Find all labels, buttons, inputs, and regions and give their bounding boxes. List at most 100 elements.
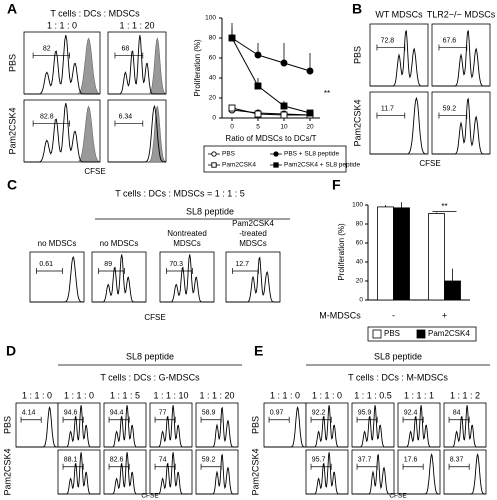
row-label: Pam2CSK4 xyxy=(250,448,260,495)
histogram-frame xyxy=(305,449,349,495)
histogram xyxy=(104,405,146,448)
histogram xyxy=(24,103,100,163)
column-label: 1 : 1 : 0.5 xyxy=(354,390,392,400)
gate-value: 89 xyxy=(104,261,112,268)
series-line xyxy=(231,107,310,116)
panel-header: T cells : DCs : G-MDSCs xyxy=(100,372,200,382)
x-tick-label: + xyxy=(442,310,447,320)
gate-value: 17.6 xyxy=(404,457,418,464)
gate-value: 74 xyxy=(159,457,167,464)
gate-value: 95.7 xyxy=(312,457,326,464)
y-tick-label: 0 xyxy=(212,115,216,122)
group-label: SL8 peptide xyxy=(374,351,422,361)
gate-value: 92.4 xyxy=(404,410,418,417)
gate-value: 77 xyxy=(159,410,167,417)
panel-letter: F xyxy=(332,177,341,193)
group-label: SL8 peptide xyxy=(126,351,174,361)
row-label: PBS xyxy=(352,46,362,64)
panel-header: T cells : DCs : MDSCs xyxy=(50,8,140,18)
series-line xyxy=(231,37,311,72)
x-axis-label: Ratio of MDSCs to DCs/T xyxy=(225,134,316,143)
point xyxy=(211,151,217,157)
row-label: Proliferation (%) xyxy=(337,223,346,281)
y-tick-label: 0 xyxy=(359,297,363,304)
histogram xyxy=(398,452,440,495)
legend-label: Pam2CSK4 xyxy=(222,162,256,169)
column-label: 1 : 1 : 20 xyxy=(119,20,154,30)
point xyxy=(211,162,217,168)
panel-letter: B xyxy=(352,1,362,17)
gate-value: 11.7 xyxy=(381,105,394,112)
axis-label: CFSE xyxy=(141,493,159,500)
histogram xyxy=(58,452,100,495)
point xyxy=(273,151,279,157)
gate-value: 8.37 xyxy=(450,457,464,464)
column-label: 1 : 1 : 2 xyxy=(450,390,480,400)
histogram xyxy=(108,35,166,95)
column-label: 1 : 1 : 1 xyxy=(404,390,434,400)
histogram xyxy=(352,405,394,448)
legend-label: Pam2CSK4 + SL8 peptide xyxy=(284,162,360,169)
histogram-frame xyxy=(443,449,487,495)
gate-value: 82 xyxy=(43,45,51,52)
row-label: Pam2CSK4 xyxy=(352,99,362,146)
legend-swatch xyxy=(416,329,426,339)
gate-value: 68 xyxy=(122,45,130,52)
histogram-frame xyxy=(305,402,349,448)
histogram xyxy=(24,35,100,95)
legend-swatch xyxy=(372,329,382,339)
axis-label: CFSE xyxy=(389,493,407,500)
column-label: Nontreated xyxy=(167,229,207,238)
gate-value: 72.8 xyxy=(381,37,395,44)
column-label: WT MDSCs xyxy=(375,9,423,19)
group-label: SL8 peptide xyxy=(186,206,234,216)
histogram xyxy=(432,97,490,155)
x-tick-label: - xyxy=(392,310,395,320)
histogram xyxy=(150,405,192,448)
histogram-frame xyxy=(369,23,429,87)
histogram xyxy=(58,405,100,448)
gate-value: 37.7 xyxy=(358,457,372,464)
histogram xyxy=(444,405,486,448)
histogram-frame xyxy=(103,402,147,448)
gate-value: 0.97 xyxy=(270,410,284,417)
column-label: no MDSCs xyxy=(38,239,77,248)
histogram-frame xyxy=(57,402,101,448)
column-label: MDSCs xyxy=(173,239,201,248)
y-tick-label: 100 xyxy=(352,202,363,209)
x-tick-label: 5 xyxy=(256,124,260,131)
histogram-frame xyxy=(91,251,147,303)
histogram-frame xyxy=(263,402,307,448)
panel-letter: E xyxy=(254,343,263,359)
point xyxy=(280,111,288,119)
legend-box xyxy=(203,145,347,173)
panel-header: T cells : DCs : MDSCs = 1 : 1 : 5 xyxy=(115,188,245,198)
histogram xyxy=(226,256,280,303)
histogram xyxy=(150,452,192,495)
y-tick-label: 80 xyxy=(209,35,217,42)
row-label: Pam2CSK4 xyxy=(2,448,12,495)
column-label: 1 : 1 : 0 xyxy=(64,390,94,400)
column-label: TLR2−/− MDSCs xyxy=(427,9,496,19)
column-label: no MDSCs xyxy=(100,239,139,248)
histogram xyxy=(306,405,348,448)
histogram xyxy=(108,104,166,163)
histogram xyxy=(352,453,394,495)
panel-letter: C xyxy=(7,177,17,193)
histogram xyxy=(16,405,58,448)
series-line xyxy=(231,37,311,114)
y-tick-label: 100 xyxy=(205,15,216,22)
annotation: ** xyxy=(324,89,330,98)
gate-value: 67.6 xyxy=(443,37,457,44)
gate-value: 70.3 xyxy=(169,261,183,268)
x-axis-label: M-MDSCs xyxy=(319,310,361,320)
x-tick-label: 10 xyxy=(280,124,288,131)
gate-value: 94.4 xyxy=(110,410,124,417)
histogram xyxy=(264,405,306,448)
histogram xyxy=(196,406,238,448)
bar xyxy=(444,280,461,301)
y-tick-label: 20 xyxy=(209,95,217,102)
histogram xyxy=(196,453,238,495)
bar xyxy=(428,213,445,301)
gate-value: 88.1 xyxy=(64,457,78,464)
